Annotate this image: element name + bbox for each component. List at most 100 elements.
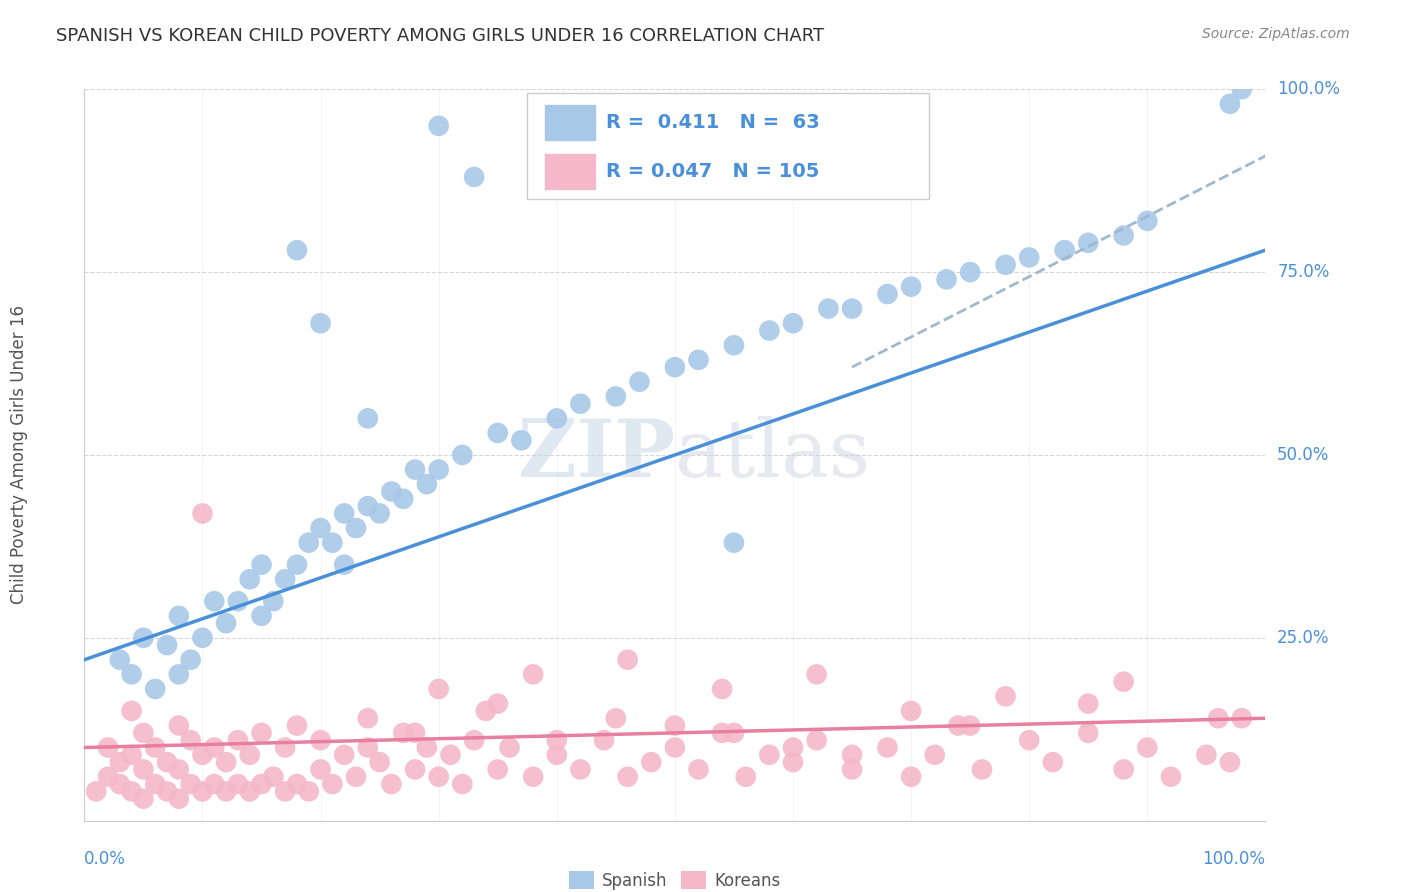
Point	[250, 777, 273, 791]
Point	[498, 740, 520, 755]
Point	[274, 784, 297, 798]
Point	[108, 755, 131, 769]
Point	[333, 507, 356, 521]
Text: ZIP: ZIP	[517, 416, 675, 494]
Point	[321, 535, 343, 549]
Point	[711, 726, 734, 740]
FancyBboxPatch shape	[546, 104, 595, 140]
Text: 100.0%: 100.0%	[1202, 850, 1265, 868]
Point	[156, 784, 179, 798]
Text: 0.0%: 0.0%	[84, 850, 127, 868]
Point	[1206, 711, 1229, 725]
Point	[1077, 726, 1099, 740]
Point	[404, 763, 426, 777]
Point	[357, 411, 380, 425]
Point	[274, 740, 297, 755]
Point	[167, 791, 190, 805]
Point	[333, 747, 356, 762]
Point	[121, 667, 143, 681]
Text: Source: ZipAtlas.com: Source: ZipAtlas.com	[1202, 27, 1350, 41]
Point	[546, 733, 568, 747]
Point	[546, 411, 568, 425]
Point	[191, 784, 214, 798]
Point	[546, 747, 568, 762]
Point	[97, 740, 120, 755]
Point	[664, 718, 686, 732]
Point	[1053, 243, 1076, 257]
Point	[688, 352, 710, 367]
Point	[439, 747, 461, 762]
Point	[569, 397, 592, 411]
Point	[1077, 235, 1099, 250]
Point	[250, 608, 273, 623]
Point	[640, 755, 662, 769]
FancyBboxPatch shape	[546, 153, 595, 189]
Point	[486, 697, 509, 711]
Point	[143, 681, 166, 696]
Point	[841, 747, 863, 762]
Point	[616, 653, 638, 667]
Point	[404, 462, 426, 476]
Point	[959, 718, 981, 732]
Point	[1112, 763, 1135, 777]
Point	[250, 726, 273, 740]
Point	[285, 718, 308, 732]
Point	[167, 763, 190, 777]
Point	[392, 491, 415, 506]
Point	[970, 763, 993, 777]
Point	[628, 375, 651, 389]
Point	[215, 784, 238, 798]
Point	[427, 119, 450, 133]
Point	[900, 279, 922, 293]
Point	[239, 572, 262, 586]
Point	[1112, 228, 1135, 243]
Point	[357, 499, 380, 513]
Point	[427, 681, 450, 696]
Point	[806, 667, 828, 681]
Point	[427, 462, 450, 476]
Point	[463, 169, 485, 184]
Text: 50.0%: 50.0%	[1277, 446, 1330, 464]
Point	[368, 755, 391, 769]
Point	[357, 740, 380, 755]
Point	[121, 747, 143, 762]
Point	[688, 763, 710, 777]
Point	[758, 324, 780, 338]
Point	[723, 338, 745, 352]
Text: atlas: atlas	[675, 416, 870, 494]
Point	[1042, 755, 1064, 769]
Point	[1160, 770, 1182, 784]
Point	[191, 631, 214, 645]
Point	[404, 726, 426, 740]
Point	[180, 733, 202, 747]
Text: 75.0%: 75.0%	[1277, 263, 1330, 281]
Point	[841, 301, 863, 316]
Point	[309, 763, 332, 777]
Point	[309, 733, 332, 747]
Point	[935, 272, 957, 286]
Point	[463, 733, 485, 747]
Point	[321, 777, 343, 791]
Point	[108, 777, 131, 791]
Point	[782, 755, 804, 769]
Point	[1219, 96, 1241, 111]
Point	[994, 690, 1017, 704]
Point	[486, 763, 509, 777]
Point	[1018, 733, 1040, 747]
Point	[143, 777, 166, 791]
Point	[333, 558, 356, 572]
Point	[132, 791, 155, 805]
Point	[226, 733, 249, 747]
Point	[734, 770, 756, 784]
Point	[285, 243, 308, 257]
Point	[959, 265, 981, 279]
Point	[475, 704, 498, 718]
Point	[1077, 697, 1099, 711]
Text: SPANISH VS KOREAN CHILD POVERTY AMONG GIRLS UNDER 16 CORRELATION CHART: SPANISH VS KOREAN CHILD POVERTY AMONG GI…	[56, 27, 824, 45]
Point	[380, 484, 402, 499]
Point	[368, 507, 391, 521]
Point	[156, 755, 179, 769]
Point	[948, 718, 970, 732]
Point	[191, 747, 214, 762]
Point	[132, 763, 155, 777]
